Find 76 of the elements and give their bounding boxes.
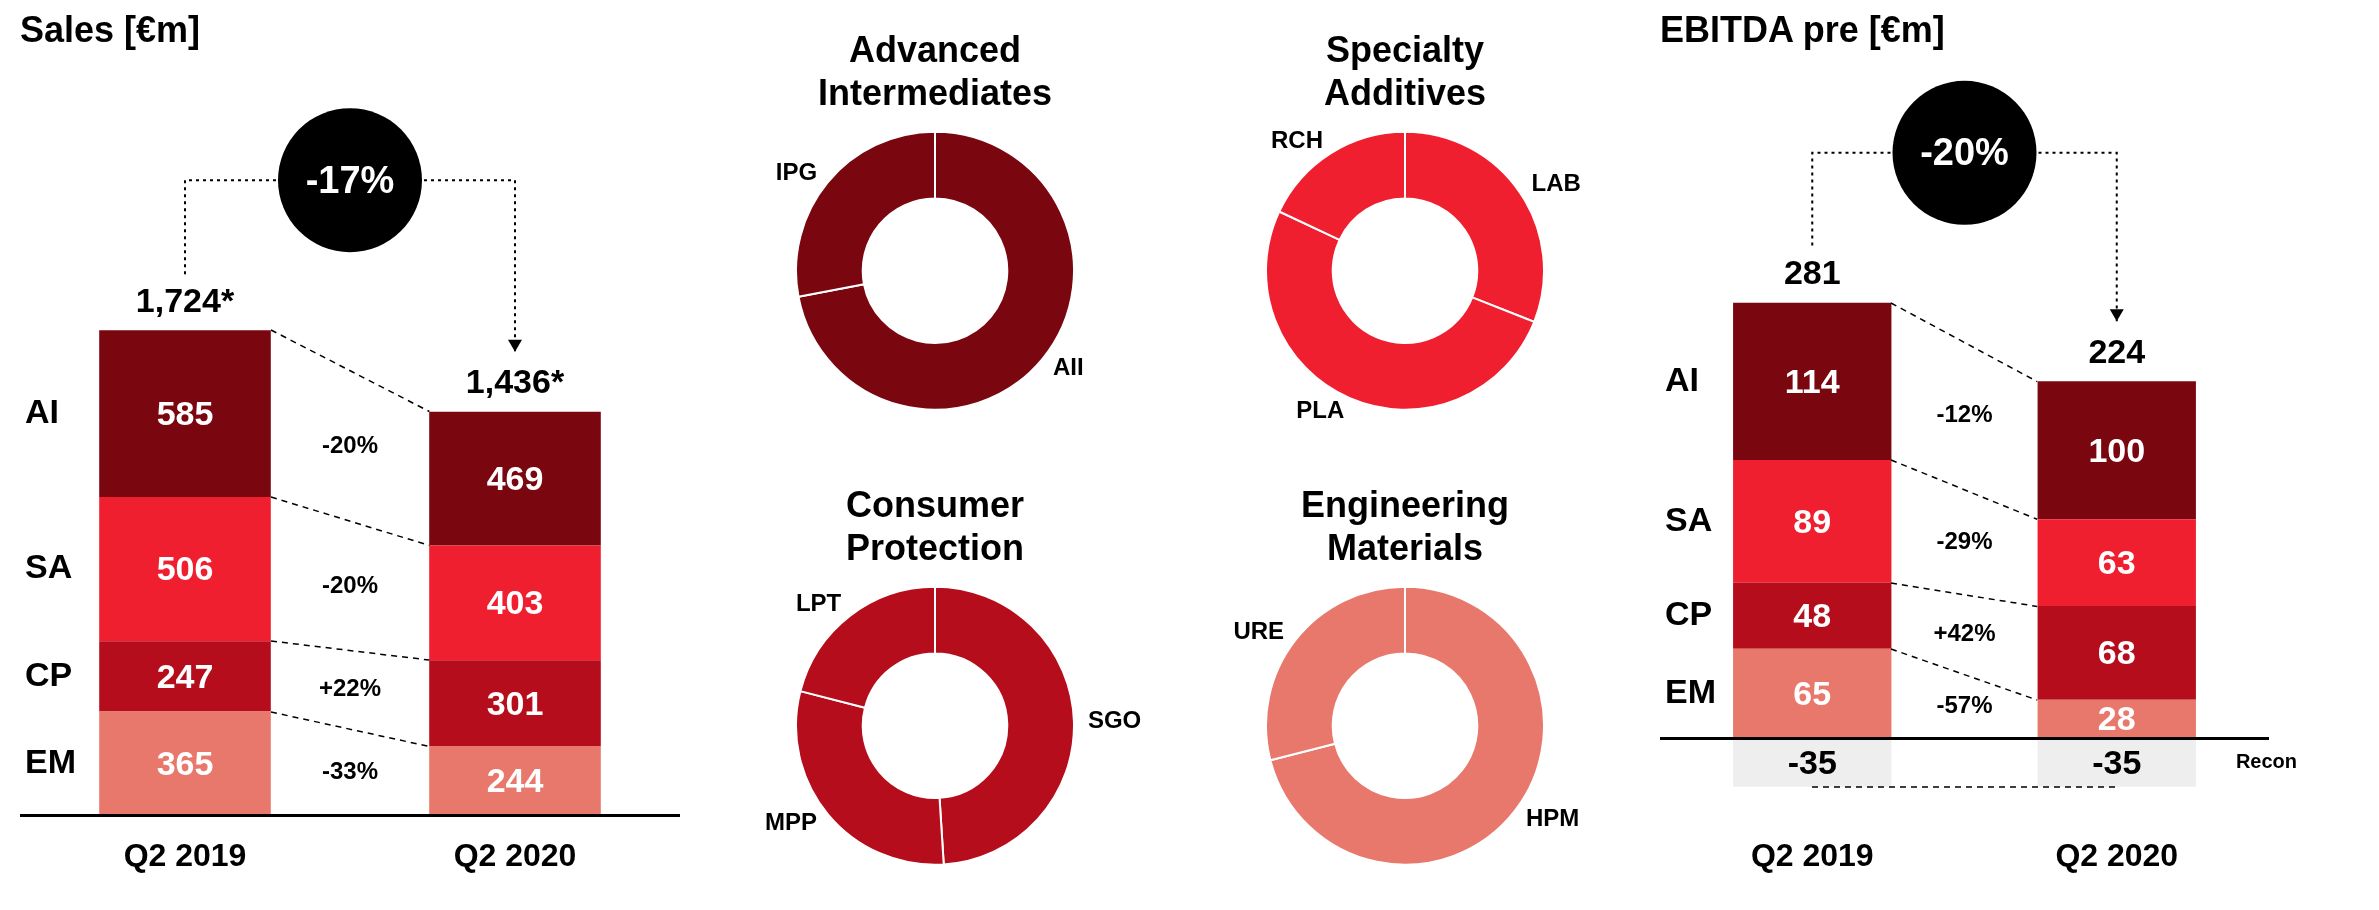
bar xyxy=(1733,582,1892,649)
data-label: 68 xyxy=(2097,633,2136,672)
slice-label: LAB xyxy=(1531,169,1581,197)
series-label: Recon xyxy=(2235,750,2298,773)
data-label: 63 xyxy=(2097,543,2136,582)
chart-title: Engineering Materials xyxy=(1300,483,1510,568)
annotation: -20% xyxy=(321,570,379,598)
bar xyxy=(1733,302,1892,460)
data-label: 244 xyxy=(486,761,544,800)
data-label: 506 xyxy=(156,549,214,588)
data-label: 469 xyxy=(486,458,544,497)
data-label: -35 xyxy=(2092,742,2142,781)
data-label: 89 xyxy=(1793,501,1832,540)
bar xyxy=(2037,606,2196,700)
bar xyxy=(99,330,271,497)
chart-title: Sales [€m] xyxy=(20,8,201,50)
annotation: 1,436* xyxy=(465,362,565,401)
slice-label: URE xyxy=(1233,616,1285,644)
data-label: -35 xyxy=(1787,742,1837,781)
data-label: 65 xyxy=(1793,673,1832,712)
data-label: 365 xyxy=(156,743,214,782)
bar xyxy=(429,660,601,747)
annotation: -29% xyxy=(1936,526,1993,554)
chart-title: Specialty Additives xyxy=(1323,28,1487,113)
bar xyxy=(429,545,601,661)
series-label: EM xyxy=(1665,671,1716,710)
slice-label: RCH xyxy=(1271,126,1324,154)
slice-label: PLA xyxy=(1296,395,1345,423)
bar xyxy=(429,411,601,546)
text: -20% xyxy=(1920,131,2009,174)
series-label: AI xyxy=(1665,359,1699,398)
annotation: -33% xyxy=(321,756,379,784)
series-label: EM xyxy=(25,741,76,780)
slice-label: AII xyxy=(1052,352,1084,380)
x-tick-label: Q2 2019 xyxy=(123,836,247,873)
chart-title: Consumer Protection xyxy=(845,483,1025,568)
text: -17% xyxy=(305,158,395,201)
series-label: SA xyxy=(25,547,73,586)
slice-label: MPP xyxy=(765,807,818,835)
data-label: 403 xyxy=(486,583,544,622)
chart-title: EBITDA pre [€m] xyxy=(1660,8,1945,50)
text: 1,724* xyxy=(135,280,235,319)
bar xyxy=(99,641,271,712)
bar xyxy=(1733,459,1892,583)
slice-label: HPM xyxy=(1525,804,1580,832)
annotation: +22% xyxy=(318,674,382,702)
data-label: 100 xyxy=(2088,430,2146,469)
bar xyxy=(2037,381,2196,520)
series-label: AI xyxy=(25,391,59,430)
total-label: 281 xyxy=(1783,253,1841,292)
annotation: -57% xyxy=(1936,690,1993,718)
series-label: CP xyxy=(1665,594,1713,633)
series-label: CP xyxy=(25,654,73,693)
x-tick-label: Q2 2019 xyxy=(1750,836,1874,873)
series-label: SA xyxy=(1665,499,1713,538)
annotation: -12% xyxy=(1936,400,1993,428)
bar xyxy=(99,711,271,816)
slice-label: IPG xyxy=(775,157,818,185)
annotation: -20% xyxy=(321,430,379,458)
data-label: 28 xyxy=(2097,699,2136,738)
annotation: +42% xyxy=(1933,618,1996,646)
data-label: 301 xyxy=(486,683,544,722)
bar xyxy=(2037,519,2196,607)
data-label: 48 xyxy=(1793,596,1832,635)
total-label: 224 xyxy=(2088,331,2146,370)
data-label: 585 xyxy=(156,393,214,432)
bar xyxy=(1733,648,1892,739)
x-tick-label: Q2 2020 xyxy=(453,836,577,873)
bar xyxy=(99,496,271,642)
x-tick-label: Q2 2020 xyxy=(2055,836,2179,873)
slice-label: SGO xyxy=(1087,705,1142,733)
data-label: 114 xyxy=(1784,361,1840,400)
chart-title: Advanced Intermediates xyxy=(817,28,1053,113)
data-label: 247 xyxy=(156,656,214,695)
slice-label: LPT xyxy=(795,589,842,617)
bar xyxy=(429,746,601,816)
